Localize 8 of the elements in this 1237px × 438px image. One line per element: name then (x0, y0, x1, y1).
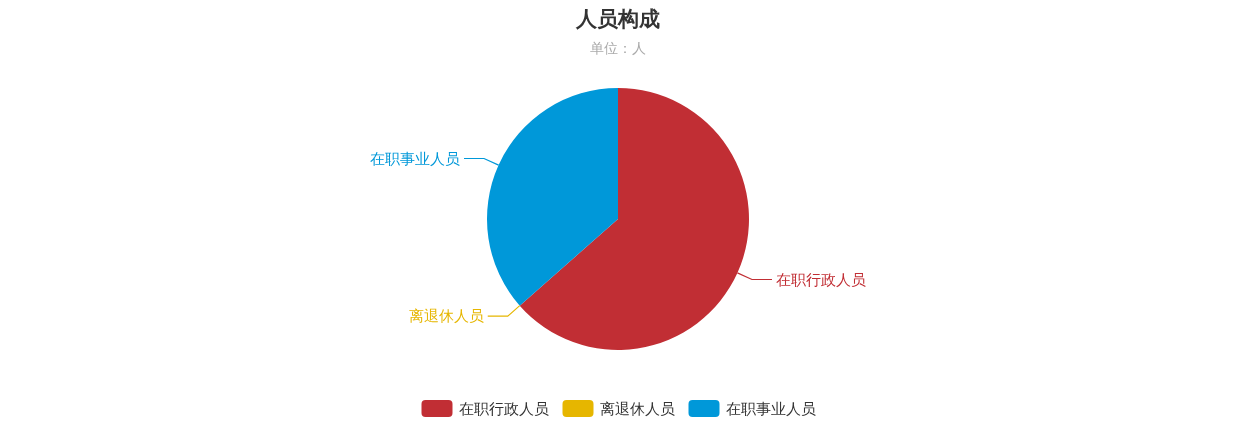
category-label: 离退休人员 (408, 307, 484, 326)
chart-subtitle: 单位：人 (590, 40, 646, 56)
slice-label: 在职行政人员 (775, 270, 866, 289)
chart-title: 人员构成 (575, 7, 660, 31)
slice-label: 在职事业人员 (370, 149, 461, 168)
legend-label: 离退休人员 (599, 399, 675, 418)
legend-label: 在职事业人员 (725, 399, 816, 418)
legend-label: 在职行政人员 (458, 399, 549, 418)
